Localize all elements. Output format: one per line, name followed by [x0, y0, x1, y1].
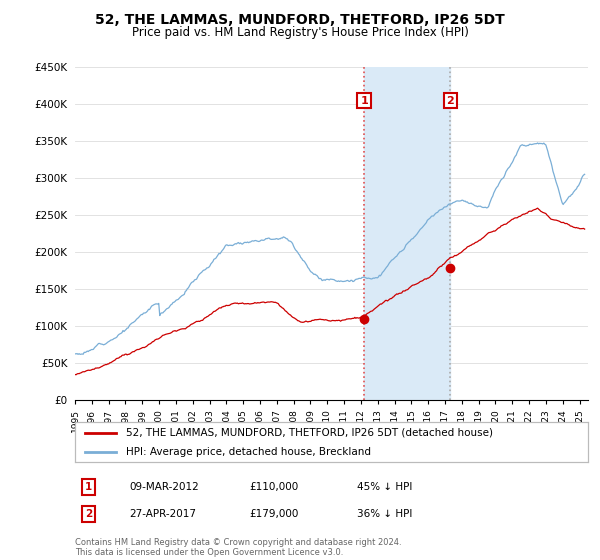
Text: 36% ↓ HPI: 36% ↓ HPI [357, 509, 412, 519]
Text: 2: 2 [85, 509, 92, 519]
Text: £110,000: £110,000 [249, 482, 298, 492]
Text: HPI: Average price, detached house, Breckland: HPI: Average price, detached house, Brec… [127, 447, 371, 457]
Text: Price paid vs. HM Land Registry's House Price Index (HPI): Price paid vs. HM Land Registry's House … [131, 26, 469, 39]
Text: 27-APR-2017: 27-APR-2017 [129, 509, 196, 519]
Text: 52, THE LAMMAS, MUNDFORD, THETFORD, IP26 5DT (detached house): 52, THE LAMMAS, MUNDFORD, THETFORD, IP26… [127, 428, 493, 438]
Text: 1: 1 [360, 96, 368, 105]
Text: £179,000: £179,000 [249, 509, 298, 519]
Text: 52, THE LAMMAS, MUNDFORD, THETFORD, IP26 5DT: 52, THE LAMMAS, MUNDFORD, THETFORD, IP26… [95, 13, 505, 27]
Bar [364, 67, 451, 400]
Text: Contains HM Land Registry data © Crown copyright and database right 2024.
This d: Contains HM Land Registry data © Crown c… [75, 538, 401, 557]
Text: 09-MAR-2012: 09-MAR-2012 [129, 482, 199, 492]
Text: 1: 1 [85, 482, 92, 492]
Text: 2: 2 [446, 96, 454, 105]
Text: 45% ↓ HPI: 45% ↓ HPI [357, 482, 412, 492]
